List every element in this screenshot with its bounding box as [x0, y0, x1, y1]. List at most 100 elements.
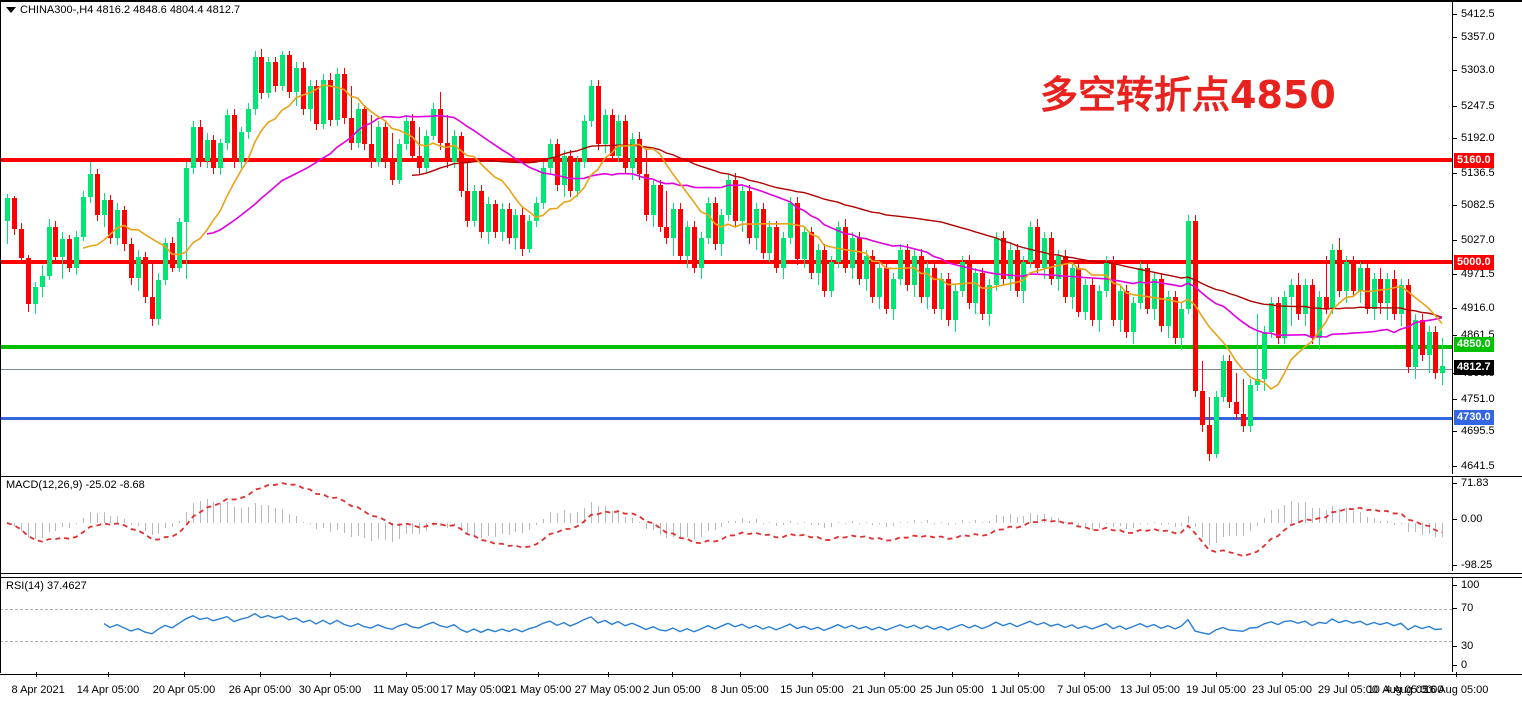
macd-histogram-bar	[1099, 523, 1100, 529]
macd-tick-label: 71.83	[1461, 477, 1489, 489]
candle-bearish	[232, 115, 237, 163]
candle-bearish	[884, 267, 889, 309]
macd-histogram-bar	[1236, 523, 1237, 537]
candle-bearish	[301, 68, 306, 110]
macd-histogram-bar	[804, 522, 805, 523]
price-axis[interactable]: 5412.5 5357.0 5303.0 5247.5 5192.0 5136.5 5082…	[1453, 2, 1522, 474]
time-axis-label: 19 Jul 05:00	[1186, 684, 1246, 696]
chart-header[interactable]: CHINA300-,H4 4816.2 4848.6 4804.4 4812.7	[6, 4, 240, 16]
candle-bullish	[706, 203, 711, 239]
macd-histogram-bar	[1442, 523, 1443, 538]
chevron-down-icon[interactable]	[6, 7, 16, 14]
time-axis-label: 1 Jul 05:00	[991, 684, 1045, 696]
macd-tick-label: 0.00	[1461, 513, 1483, 525]
macd-histogram-bar	[138, 523, 139, 527]
candle-bearish	[774, 226, 779, 268]
price-tick	[1453, 37, 1457, 38]
macd-histogram-bar	[1120, 523, 1121, 527]
candle-bearish	[1337, 249, 1342, 291]
macd-histogram-bar	[158, 523, 159, 534]
macd-histogram-bar	[612, 510, 613, 523]
candle-wick	[1243, 378, 1244, 432]
candle-bearish	[1227, 361, 1232, 403]
macd-histogram-bar	[90, 512, 91, 523]
rsi-tick	[1453, 608, 1457, 609]
candle-bearish	[610, 115, 615, 157]
macd-histogram-bar	[1278, 509, 1279, 523]
candle-bearish	[1378, 279, 1383, 303]
macd-plot-area[interactable]	[0, 477, 1452, 571]
price-plot-area[interactable]	[0, 2, 1452, 474]
time-axis-label: 27 May 05:00	[574, 684, 642, 696]
level-line-resistance-5160[interactable]	[0, 158, 1452, 162]
candle-wick	[1236, 373, 1237, 420]
candle-bearish	[1090, 285, 1095, 321]
macd-histogram-bar	[1332, 506, 1333, 523]
level-line-pivot-4850[interactable]	[0, 345, 1452, 349]
candle-bearish	[1173, 296, 1178, 338]
candle-bearish	[445, 143, 450, 163]
time-axis-label: 8 Jun 05:00	[711, 684, 769, 696]
annotation-text: 多空转折点4850	[1040, 73, 1336, 117]
macd-histogram-bar	[330, 523, 331, 532]
candle-bearish	[170, 242, 175, 268]
price-panel: 5412.5 5357.0 5303.0 5247.5 5192.0 5136.5 5082…	[0, 0, 1522, 477]
macd-histogram-bar	[1319, 507, 1320, 523]
macd-histogram-bar	[859, 523, 860, 524]
macd-histogram-bar	[282, 508, 283, 523]
price-badge-4812-7[interactable]: 4812.7	[1454, 360, 1494, 375]
macd-histogram-bar	[577, 511, 578, 523]
candle-bullish	[404, 120, 409, 145]
candle-bearish	[747, 191, 752, 239]
macd-histogram-bar	[227, 501, 228, 523]
candle-bullish	[671, 208, 676, 239]
price-tick-label: 5303.0	[1461, 64, 1495, 76]
candle-bearish	[1001, 238, 1006, 280]
candle-bearish	[692, 226, 697, 268]
candle-bullish	[953, 291, 958, 321]
candle-bearish	[1324, 296, 1329, 309]
candle-bearish	[1420, 320, 1425, 356]
macd-histogram-bar	[371, 523, 372, 542]
macd-histogram-bar	[474, 523, 475, 535]
macd-tick-label: -98.25	[1461, 559, 1493, 571]
macd-histogram-bar	[776, 523, 777, 527]
time-axis-label: 16 Aug 05:00	[1423, 684, 1489, 696]
time-axis-label: 11 May 05:00	[373, 684, 439, 696]
rsi-axis-separator	[1452, 578, 1453, 672]
ma-slow-line	[411, 144, 1443, 319]
candle-bullish	[1282, 296, 1287, 338]
candle-bullish	[960, 261, 965, 291]
level-line-resistance-5000[interactable]	[0, 260, 1452, 264]
macd-histogram-bar	[1250, 523, 1251, 531]
macd-histogram-bar	[392, 523, 393, 542]
macd-histogram-bar	[625, 516, 626, 523]
price-badge-5000-0[interactable]: 5000.0	[1454, 255, 1494, 270]
candle-bearish	[259, 56, 264, 93]
price-tick	[1453, 106, 1457, 107]
candle-bullish	[308, 85, 313, 110]
macd-histogram-bar	[989, 520, 990, 523]
candle-bullish	[630, 138, 635, 168]
macd-histogram-bar	[914, 519, 915, 523]
level-line-support-4730[interactable]	[0, 417, 1452, 420]
candle-bullish	[1385, 279, 1390, 303]
level-line-current-price-4812.7[interactable]	[0, 369, 1452, 370]
candle-wick	[447, 115, 448, 168]
time-axis-label: 23 Jul 05:00	[1252, 684, 1312, 696]
candle-bearish	[493, 204, 498, 233]
candle-bullish	[616, 120, 621, 157]
macd-histogram-bar	[1284, 504, 1285, 523]
candle-bullish	[864, 255, 869, 280]
rsi-tick	[1453, 585, 1457, 586]
price-tick	[1453, 335, 1457, 336]
macd-histogram-bar	[1044, 513, 1045, 523]
candle-bearish	[383, 126, 388, 161]
price-badge-4850-0[interactable]: 4850.0	[1454, 337, 1494, 352]
price-badge-4730-0[interactable]: 4730.0	[1454, 410, 1494, 425]
macd-histogram-bar	[893, 523, 894, 526]
macd-histogram-bar	[83, 518, 84, 523]
rsi-plot-area[interactable]	[0, 578, 1452, 672]
price-badge-5160-0[interactable]: 5160.0	[1454, 153, 1494, 168]
candle-bullish	[1166, 296, 1171, 327]
